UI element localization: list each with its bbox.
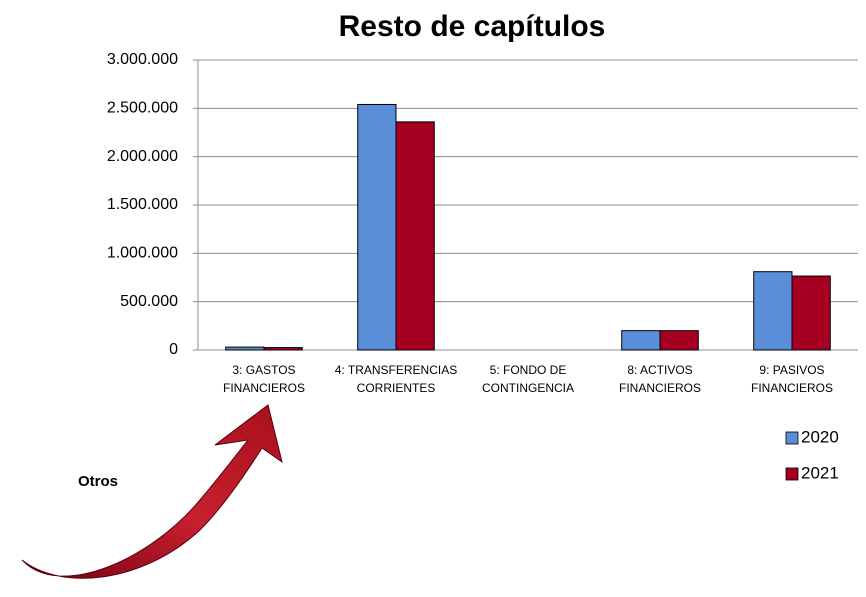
y-tick-label: 1.000.000	[107, 245, 178, 262]
legend-swatch	[786, 468, 798, 480]
y-tick-label: 3.000.000	[107, 51, 178, 68]
chart: Resto de capítulos Otros 0 500.000 1.000.0…	[0, 0, 866, 592]
legend-label: 2021	[801, 463, 839, 482]
legend-swatch	[786, 432, 798, 444]
legend-label: 2020	[801, 427, 839, 446]
y-tick-label: 1.500.000	[107, 196, 178, 213]
arrow-graphic	[22, 405, 282, 578]
y-tick-label: 0	[169, 341, 178, 358]
bar	[754, 272, 792, 350]
bar	[660, 331, 698, 350]
bar	[396, 122, 434, 350]
chart-title: Resto de capítulos	[339, 10, 606, 43]
y-tick-label: 2.000.000	[107, 148, 178, 165]
bar	[358, 104, 396, 350]
annotation: Otros	[78, 473, 118, 490]
y-tick-label: 500.000	[120, 293, 178, 310]
y-tick-label: 2.500.000	[107, 100, 178, 117]
bar	[226, 347, 264, 350]
bar	[264, 348, 302, 350]
page: {"chart_data": {"type": "bar", "title": …	[0, 0, 866, 597]
bar	[792, 276, 830, 350]
bar	[622, 331, 660, 350]
